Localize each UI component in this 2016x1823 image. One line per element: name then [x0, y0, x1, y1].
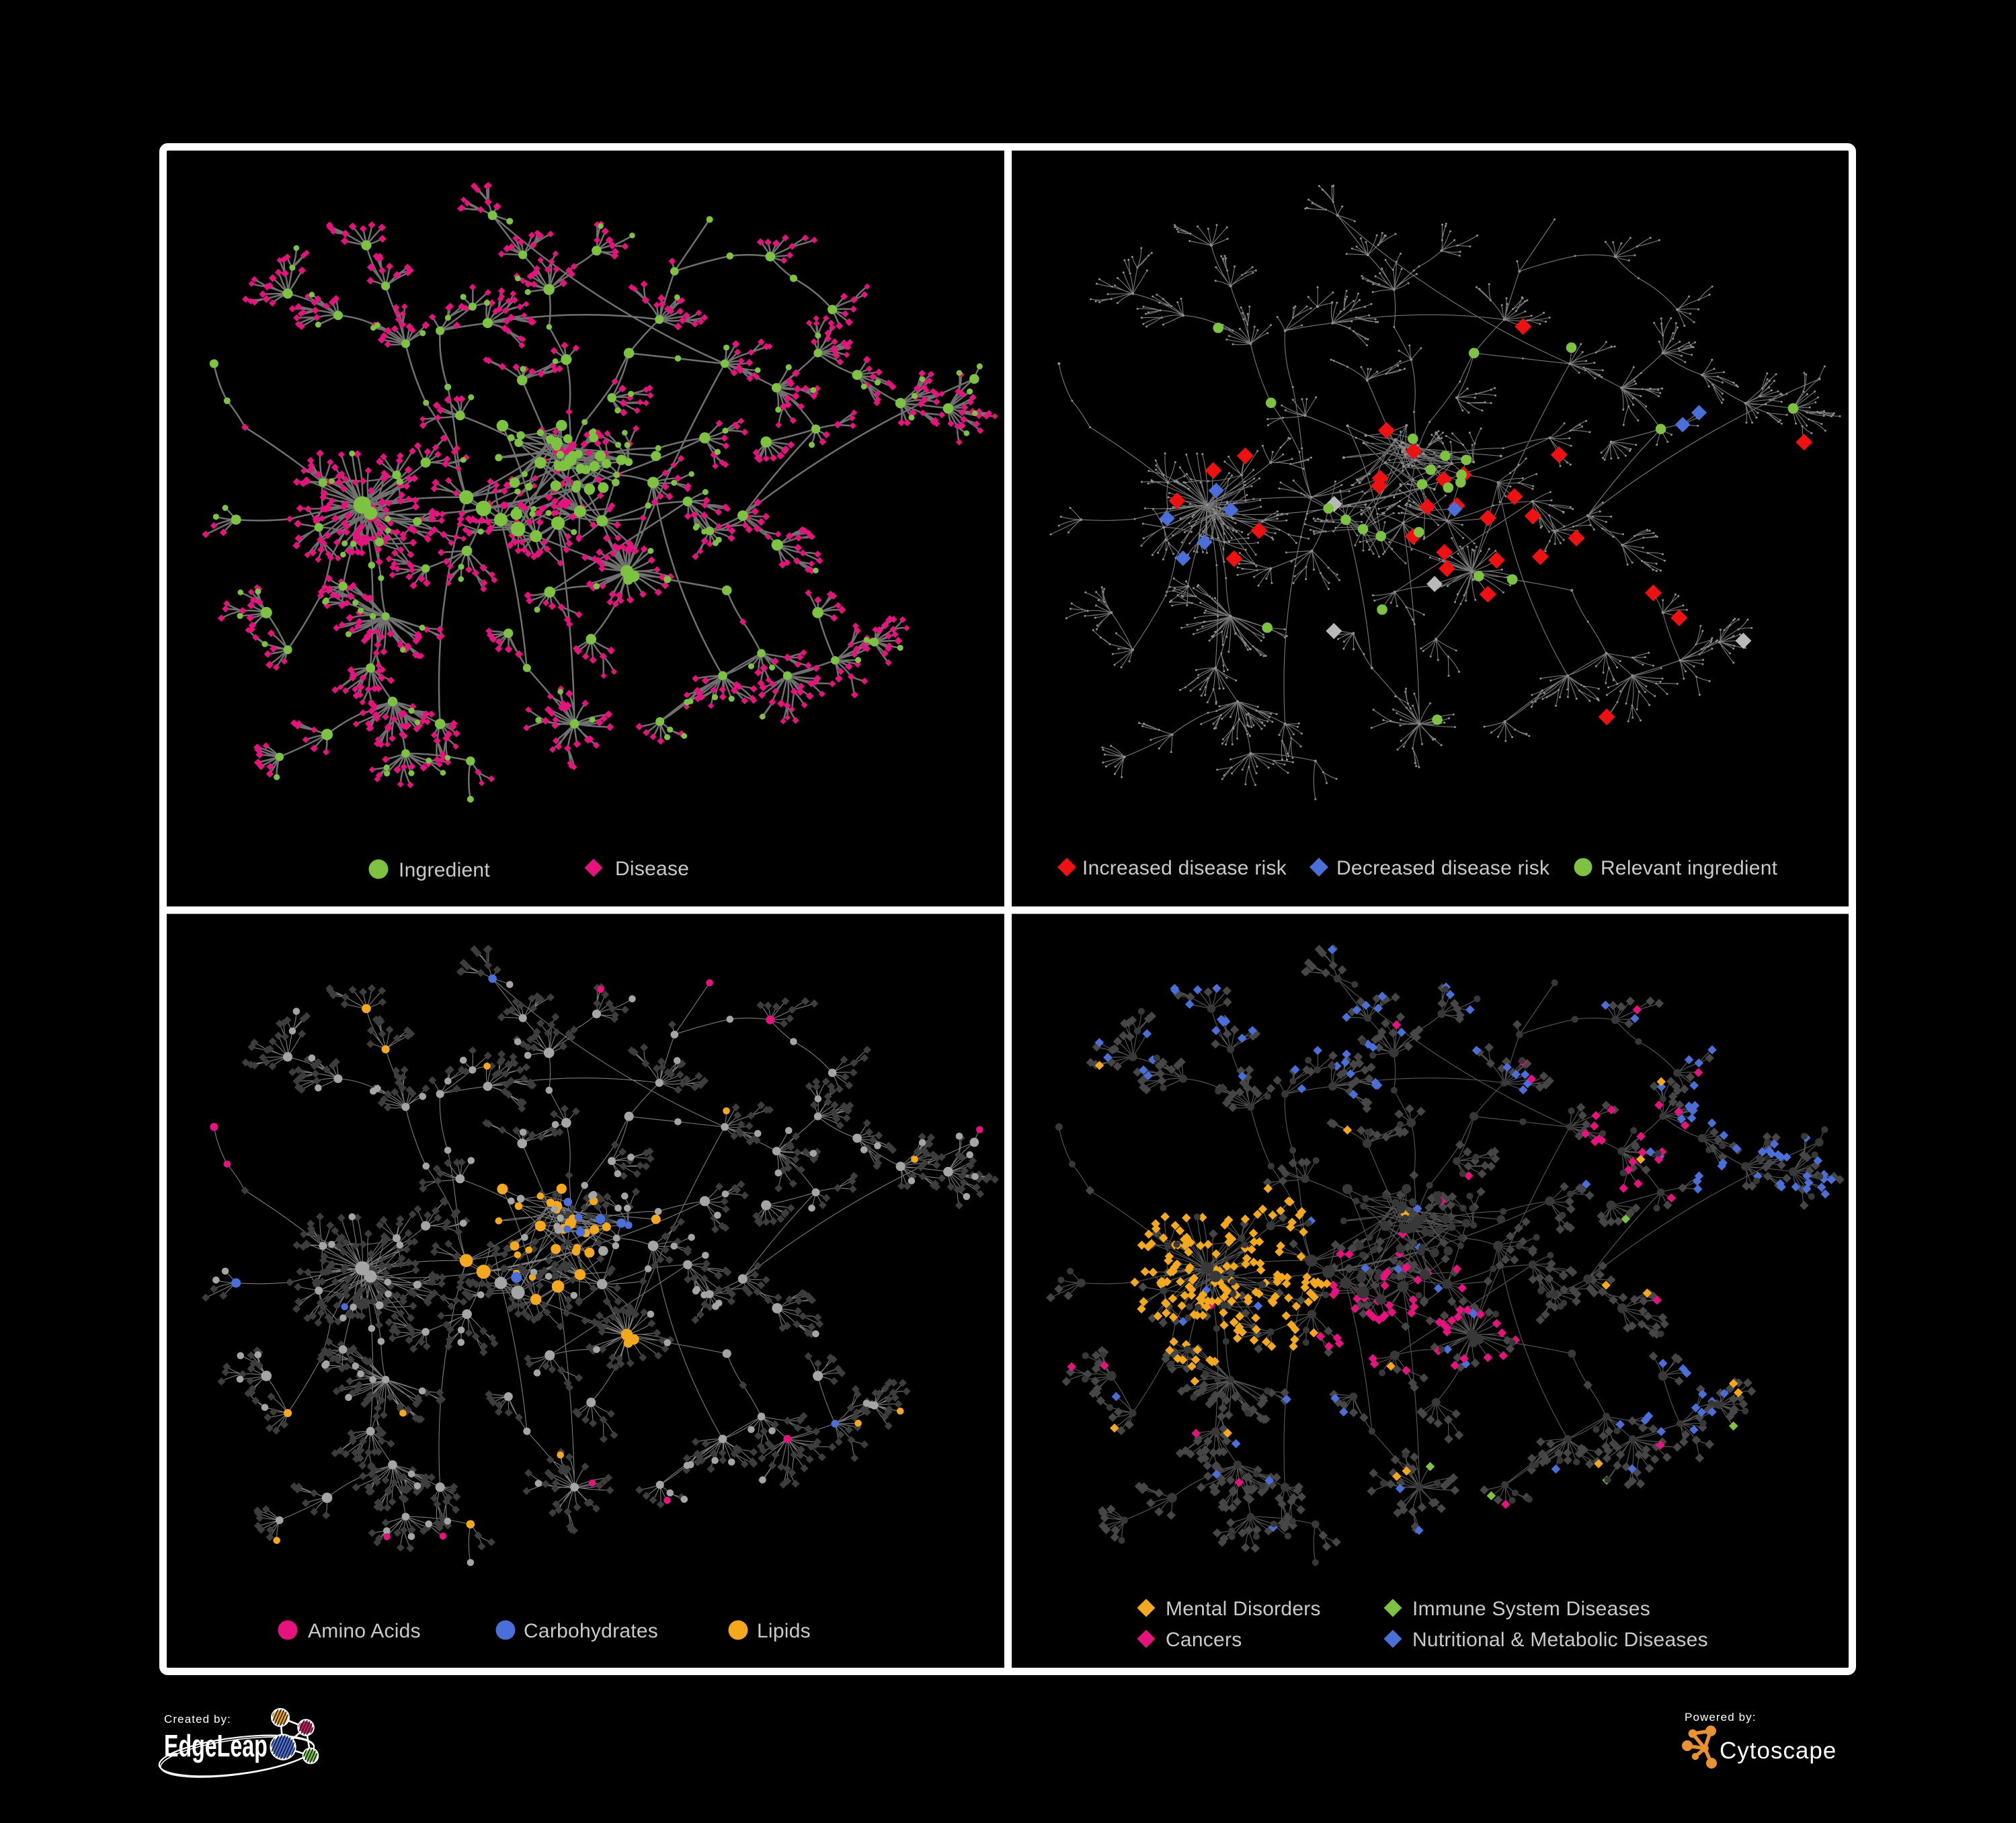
svg-text:Lipids: Lipids [757, 1620, 811, 1642]
svg-text:Mental Disorders: Mental Disorders [1166, 1598, 1321, 1620]
svg-text:Cytoscape: Cytoscape [1720, 1738, 1837, 1764]
svg-text:Nutritional & Metabolic Diseas: Nutritional & Metabolic Diseases [1412, 1629, 1708, 1651]
svg-text:Immune System Diseases: Immune System Diseases [1412, 1598, 1650, 1620]
svg-text:Carbohydrates: Carbohydrates [524, 1620, 658, 1642]
svg-text:Powered by:: Powered by: [1685, 1711, 1757, 1724]
svg-text:Increased disease risk: Increased disease risk [1082, 857, 1287, 879]
svg-text:Created by:: Created by: [164, 1713, 231, 1726]
svg-text:Amino Acids: Amino Acids [308, 1620, 421, 1642]
svg-text:EdgeLeap: EdgeLeap [164, 1729, 268, 1763]
svg-text:Ingredient: Ingredient [399, 859, 490, 881]
svg-text:Disease: Disease [615, 858, 689, 880]
svg-text:Decreased disease risk: Decreased disease risk [1336, 857, 1550, 879]
svg-text:Cancers: Cancers [1166, 1629, 1242, 1651]
svg-text:Relevant ingredient: Relevant ingredient [1601, 857, 1778, 879]
